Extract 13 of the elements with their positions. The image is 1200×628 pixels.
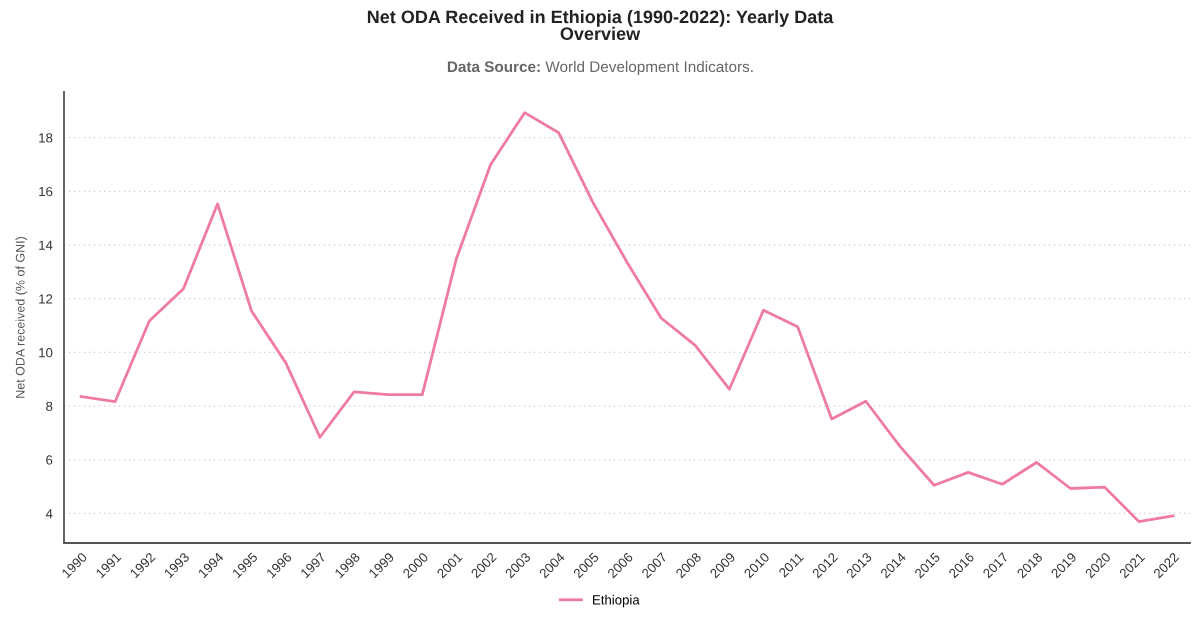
chart-subtitle: Data Source: World Development Indicators. bbox=[447, 60, 753, 76]
legend-label: Ethiopia bbox=[593, 594, 640, 608]
y-axis-title: Net ODA received (% of GNI) bbox=[15, 237, 28, 398]
y-tick-label: 8 bbox=[46, 401, 53, 411]
line-series bbox=[79, 111, 1175, 523]
y-tick-label: 12 bbox=[39, 294, 53, 304]
y-tick-label: 14 bbox=[39, 240, 53, 250]
y-tick-label: 4 bbox=[45, 509, 53, 519]
y-tick-label: 16 bbox=[39, 186, 53, 197]
y-tick-label: 6 bbox=[46, 455, 53, 465]
chart-title: Net ODA Received in Ethiopia (1990-2022): Yearly Data Overview bbox=[367, 10, 834, 41]
y-tick-label: 10 bbox=[39, 347, 53, 358]
y-tick-label: 18 bbox=[39, 133, 53, 143]
